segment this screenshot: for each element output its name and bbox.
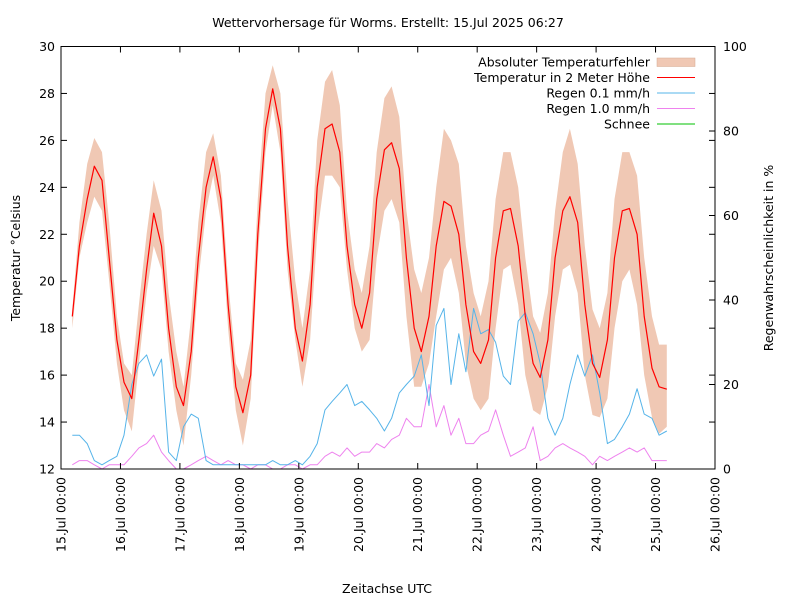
plot-area xyxy=(71,65,668,470)
y2-tick-label: 80 xyxy=(723,124,739,139)
x-axis: 15.Jul 00:00 16.Jul 00:00 17.Jul 00:00 18.J… xyxy=(54,46,723,552)
series-lines xyxy=(71,88,668,470)
y-tick-label: 12 xyxy=(39,462,55,477)
y-tick-label: 20 xyxy=(39,274,55,289)
x-tick-label: 19.Jul 00:00 xyxy=(291,477,306,552)
legend-label: Absoluter Temperaturfehler xyxy=(478,55,651,70)
x-axis-label: Zeitachse UTC xyxy=(342,581,432,596)
temperature-error-band xyxy=(72,65,667,446)
x-tick-label: 18.Jul 00:00 xyxy=(232,477,247,552)
y2-tick-label: 100 xyxy=(723,39,747,54)
y2-tick-label: 60 xyxy=(723,208,739,223)
x-tick-label: 20.Jul 00:00 xyxy=(351,477,366,552)
y-tick-label: 28 xyxy=(39,86,55,101)
y-tick-label: 30 xyxy=(39,39,55,54)
y-axis-right: 0 20 40 60 80 100 xyxy=(709,39,747,477)
y2-tick-label: 0 xyxy=(723,462,731,477)
y-axis-left: 12 14 16 18 20 22 24 26 28 30 xyxy=(39,39,715,477)
y-tick-label: 16 xyxy=(39,368,55,383)
x-tick-label: 17.Jul 00:00 xyxy=(172,477,187,552)
series-line-regen-0-1-mm-h xyxy=(72,307,668,466)
x-tick-label: 21.Jul 00:00 xyxy=(410,477,425,552)
chart-title: Wettervorhersage für Worms. Erstellt: 15… xyxy=(212,15,564,30)
x-tick-label: 16.Jul 00:00 xyxy=(113,477,128,552)
x-tick-label: 25.Jul 00:00 xyxy=(648,477,663,552)
y2-tick-label: 40 xyxy=(723,293,739,308)
legend-label: Schnee xyxy=(604,117,650,132)
y-tick-label: 14 xyxy=(39,415,55,430)
y-tick-label: 24 xyxy=(39,180,55,195)
x-tick-label: 23.Jul 00:00 xyxy=(529,477,544,552)
legend-label: Regen 0.1 mm/h xyxy=(546,86,650,101)
x-tick-label: 15.Jul 00:00 xyxy=(54,477,69,552)
x-tick-label: 22.Jul 00:00 xyxy=(470,477,485,552)
series-line-regen-1-0-mm-h xyxy=(72,384,667,470)
legend-label: Regen 1.0 mm/h xyxy=(546,101,650,116)
y-axis-label: Temperatur °Celsius xyxy=(8,195,23,322)
plot-frame xyxy=(60,46,716,470)
error-band-area xyxy=(72,65,667,446)
y-tick-label: 26 xyxy=(39,133,55,148)
legend-label: Temperatur in 2 Meter Höhe xyxy=(473,70,650,85)
y-tick-label: 22 xyxy=(39,227,55,242)
series-line-temperatur-in-2-meter-h-he xyxy=(71,88,667,414)
x-tick-label: 26.Jul 00:00 xyxy=(708,477,723,552)
x-tick-label: 24.Jul 00:00 xyxy=(589,477,604,552)
y2-tick-label: 20 xyxy=(723,377,739,392)
y-tick-label: 18 xyxy=(39,321,55,336)
legend-swatch xyxy=(656,57,696,67)
y2-axis-label: Regenwahrscheinlichkeit in % xyxy=(761,165,776,352)
